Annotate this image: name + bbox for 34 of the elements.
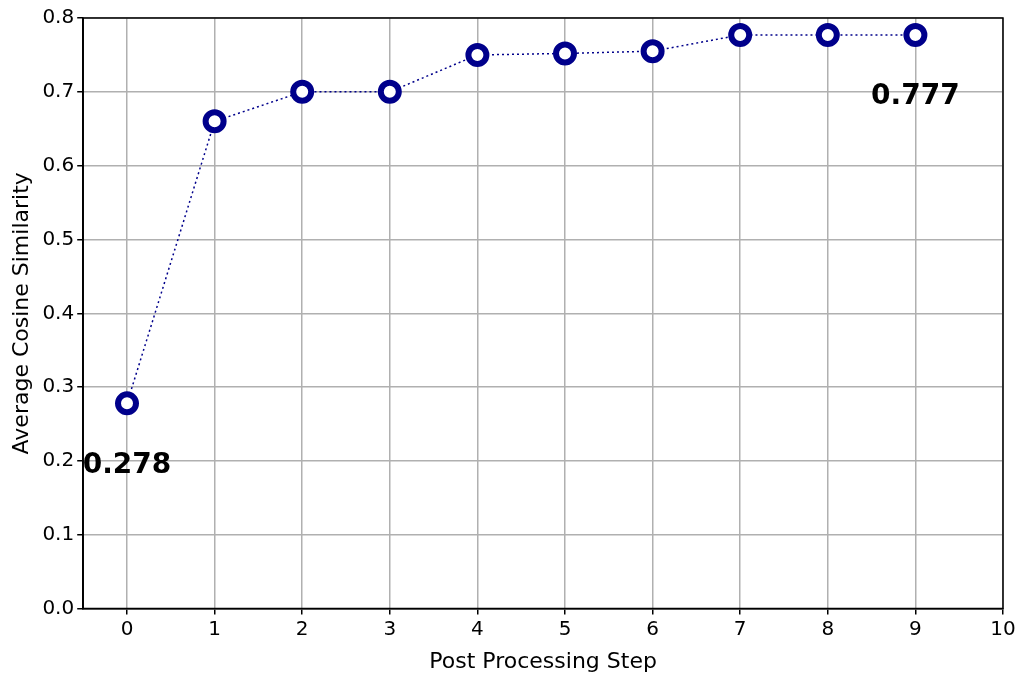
y-axis-title: Average Cosine Similarity: [7, 172, 33, 455]
annotation: 0.777: [871, 78, 960, 112]
point: [553, 41, 577, 66]
y-tick-label: 0.8: [42, 4, 75, 29]
y-tick-label: 0.5: [42, 225, 75, 250]
x-tick-label: 8: [821, 615, 835, 640]
x-tick-label: 1: [208, 615, 221, 640]
annotation: 0.278: [82, 446, 172, 480]
point: [115, 391, 140, 416]
x-tick-label: 10: [990, 615, 1016, 640]
x-tick-label: 0: [120, 615, 134, 640]
x-tick-label: 4: [471, 615, 484, 640]
y-tick-label: 0.7: [42, 78, 75, 103]
point: [903, 22, 928, 47]
y-tick-label: 0.0: [42, 594, 75, 619]
x-tick-label: 2: [295, 615, 309, 640]
y-tick-label: 0.1: [42, 520, 75, 545]
point: [640, 39, 665, 64]
x-tick-label: 6: [646, 615, 659, 640]
point: [465, 42, 490, 67]
y-tick-label: 0.6: [42, 151, 75, 176]
x-tick-label: 5: [558, 615, 572, 640]
point: [815, 22, 840, 47]
point: [290, 79, 315, 104]
point: [202, 109, 227, 134]
y-tick-label: 0.3: [42, 373, 75, 398]
point: [377, 79, 402, 104]
point: [728, 22, 753, 47]
y-tick-label: 0.2: [42, 447, 75, 472]
x-tick-label: 7: [733, 615, 747, 640]
x-tick-label: 9: [909, 615, 922, 640]
x-tick-label: 3: [383, 615, 397, 640]
y-tick-label: 0.4: [42, 299, 75, 324]
x-axis-title: Post Processing Step: [429, 647, 657, 673]
